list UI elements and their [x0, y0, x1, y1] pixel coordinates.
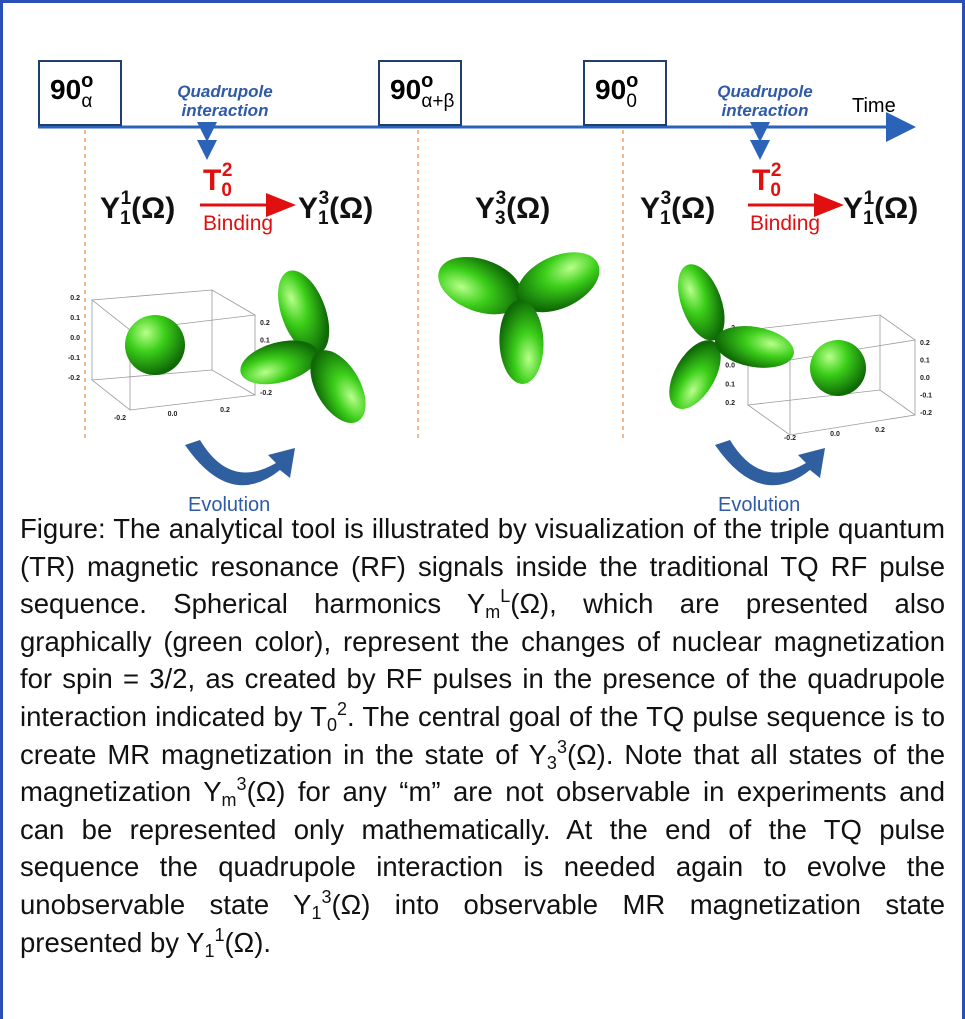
axis-tick-label: 0.2 [725, 400, 735, 407]
harmonic-shapes [125, 240, 866, 432]
text: 1 [318, 208, 329, 229]
text: m [222, 790, 237, 810]
text: Y [475, 192, 495, 225]
formula: Y11(Ω) [843, 188, 918, 230]
axis-tick-label: -0.2 [68, 375, 80, 382]
text: T [203, 164, 221, 197]
text: 1 [204, 941, 214, 961]
text: (Ω) [506, 192, 550, 225]
double-arrows [207, 138, 760, 156]
text: m [485, 602, 500, 622]
text: 90 [50, 74, 81, 105]
page: {"pulses":[{"main":"90","sup":"o","sub":… [0, 0, 965, 1019]
text: Y [843, 192, 863, 225]
pulse-box: 90o0 [583, 60, 667, 126]
axis-tick-label: 0.1 [920, 358, 930, 365]
binding-label: Binding [203, 212, 273, 236]
text: 3 [319, 188, 330, 209]
text: Y [640, 192, 660, 225]
text: 2 [771, 160, 782, 181]
text: 3 [321, 887, 331, 907]
text: (Ω). [225, 927, 272, 958]
text: 3 [557, 737, 567, 757]
text: (Ω) [874, 192, 918, 225]
text: 1 [215, 925, 225, 945]
axis-tick-label: 0.0 [830, 431, 840, 438]
text: 0 [327, 715, 337, 735]
axis-tick-label: 0.0 [725, 363, 735, 370]
text: o [81, 70, 93, 92]
text: 0 [626, 91, 637, 112]
interaction-label: Quadrupole interaction [705, 82, 825, 120]
interaction-label: Quadrupole interaction [165, 82, 285, 120]
formula: Y11(Ω) [100, 188, 175, 230]
text: α [81, 91, 92, 112]
text: 2 [222, 160, 233, 181]
text: L [500, 586, 510, 606]
text: 3 [661, 188, 672, 209]
text: 1 [121, 188, 132, 209]
text: Y [298, 192, 318, 225]
axis-tick-label: 0.1 [260, 338, 270, 345]
text: 90 [390, 74, 421, 105]
text: 0 [770, 180, 781, 201]
text: 3 [496, 188, 507, 209]
evolution-arrows [185, 440, 825, 485]
axis-tick-label: 0.2 [260, 320, 270, 327]
axis-tick-label: -0.2 [920, 410, 932, 417]
text: (Ω) [671, 192, 715, 225]
text: 2 [337, 699, 347, 719]
axis-tick-label: -0.2 [260, 390, 272, 397]
axis-tick-label: -0.1 [68, 355, 80, 362]
formula: Y33(Ω) [475, 188, 550, 230]
axis-tick-label: 0.1 [725, 381, 735, 388]
diagram: 0.2 0.1 0.0 -0.1 -0.2 -0.2 0.0 0.2 0.2 0.1 0.0 -0.1… [0, 0, 965, 520]
pulse-box: 90oα [38, 60, 122, 126]
text: 3 [547, 753, 557, 773]
axis-tick-label: 0.2 [920, 340, 930, 347]
body: 0.2 0.1 0.0 -0.1 -0.2 -0.2 0.0 0.2 0.2 0.1 0.0 -0.1… [0, 0, 965, 1019]
axis-tick-label: 0.1 [70, 315, 80, 322]
text: o [421, 70, 433, 92]
text: T [752, 164, 770, 197]
axis-tick-label: 0.2 [70, 295, 80, 302]
text: 1 [311, 903, 321, 923]
axis-tick-label: 0.0 [70, 335, 80, 342]
axis-tick-label: -0.1 [920, 393, 932, 400]
axis-tick-label: 0.2 [875, 427, 885, 434]
text: 0 [221, 180, 232, 201]
axis-tick-label: 0.0 [920, 375, 930, 382]
axis-tick-label: 0.0 [168, 411, 178, 418]
text: Y [100, 192, 120, 225]
axis-tick-label: 0.2 [220, 407, 230, 414]
axis-tick-label: -0.2 [784, 435, 796, 442]
operator: T02 [203, 160, 232, 202]
text: (Ω) [131, 192, 175, 225]
pulse-box: 90oα+β [378, 60, 462, 126]
operator: T02 [752, 160, 781, 202]
text: 3 [495, 208, 506, 229]
text: o [626, 70, 638, 92]
text: 1 [120, 208, 131, 229]
text: 1 [660, 208, 671, 229]
text: (Ω) [329, 192, 373, 225]
text: 3 [237, 774, 247, 794]
text: 90 [595, 74, 626, 105]
text: α+β [421, 91, 454, 112]
binding-label: Binding [750, 212, 820, 236]
formula: Y13(Ω) [298, 188, 373, 230]
axis-tick-label: -0.2 [114, 415, 126, 422]
text: 1 [863, 208, 874, 229]
formula: Y13(Ω) [640, 188, 715, 230]
time-label: Time [852, 95, 896, 118]
caption: Figure: The analytical tool is illustrat… [20, 510, 945, 961]
text: 1 [864, 188, 875, 209]
